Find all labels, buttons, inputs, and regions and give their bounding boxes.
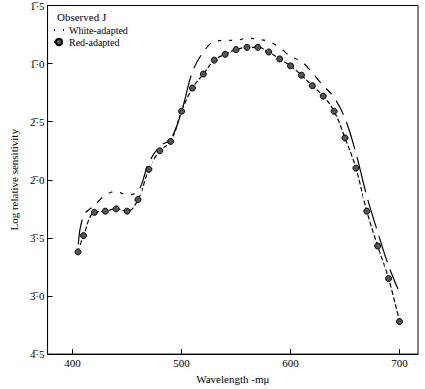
svg-text:500: 500 — [173, 357, 190, 369]
svg-text:Observed J: Observed J — [57, 11, 107, 23]
svg-text:White-adapted: White-adapted — [69, 25, 128, 36]
svg-text:700: 700 — [391, 357, 408, 369]
svg-text:Wavelength -mμ: Wavelength -mμ — [196, 373, 269, 385]
svg-text:2̅·5: 2̅·5 — [30, 116, 45, 128]
svg-text:4̅·5: 4̅·5 — [30, 348, 45, 360]
svg-text:Log relative sensitivity: Log relative sensitivity — [8, 129, 20, 231]
svg-text:3̅·5: 3̅·5 — [30, 232, 45, 244]
svg-text:400: 400 — [64, 357, 81, 369]
svg-text:1̅·5: 1̅·5 — [30, 0, 45, 12]
svg-text:2̅·0: 2̅·0 — [30, 174, 45, 186]
svg-text:3̅·0: 3̅·0 — [30, 290, 45, 302]
svg-text:600: 600 — [282, 357, 299, 369]
svg-text:1̅·0: 1̅·0 — [30, 58, 45, 70]
svg-text:Red-adapted: Red-adapted — [69, 37, 120, 48]
